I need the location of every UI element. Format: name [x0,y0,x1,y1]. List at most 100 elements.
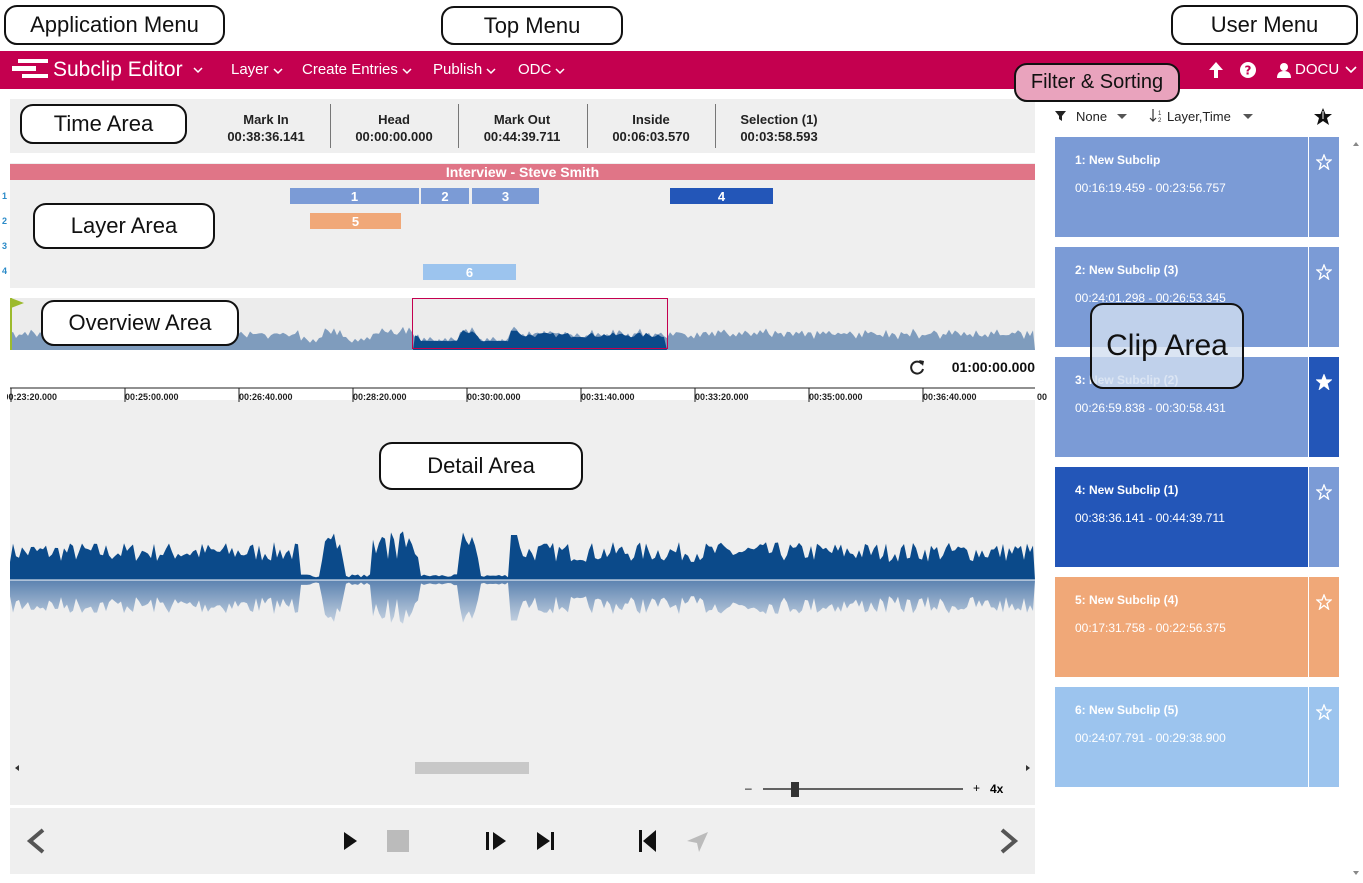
layer-clip[interactable]: 1 [290,188,419,204]
clip-star-column[interactable] [1308,577,1339,677]
upload-icon[interactable] [1206,60,1226,80]
clip-title: 4: New Subclip (1) [1075,483,1179,497]
time-field-label: Inside [632,112,670,127]
step-bar [486,832,489,850]
ruler-tick-label: 00:31:40.000 [581,392,635,402]
ruler-tick-label: 00:38:20.000 [1037,392,1047,402]
prev-button[interactable] [26,828,45,854]
user-icon [1277,63,1291,78]
time-field-label: Mark In [243,112,289,127]
layer-clip[interactable]: 2 [421,188,469,204]
svg-text:?: ? [1245,64,1252,78]
top-menu-item[interactable]: ODC [518,61,567,78]
clip-card[interactable]: 1: New Subclip 00:16:19.459 - 00:23:56.75… [1055,137,1339,237]
time-field-label: Head [378,112,410,127]
callout-detail-area: Detail Area [379,442,583,490]
play-button[interactable] [344,832,357,850]
title-caret [193,67,203,74]
waveform-bottom [10,580,1035,624]
time-field: Inside 00:06:03.570 [587,111,715,145]
overview-flag [11,298,24,308]
clip-range: 00:16:19.459 - 00:23:56.757 [1075,181,1226,195]
start-button[interactable] [643,830,656,852]
clip-card[interactable]: 5: New Subclip (4) 00:17:31.758 - 00:22:5… [1055,577,1339,677]
clip-title: 5: New Subclip (4) [1075,593,1179,607]
ruler-tick-label: 00:26:40.000 [239,392,293,402]
time-separator [330,104,331,148]
waveform-top [10,531,1035,580]
time-field-value: 00:03:58.593 [740,129,818,144]
callout-user-menu: User Menu [1171,5,1358,45]
next-page-button[interactable] [1000,828,1019,854]
layer-clip[interactable]: 6 [423,264,516,280]
refresh-icon[interactable] [908,358,926,376]
top-menu-item[interactable]: Create Entries [302,61,414,78]
ruler-tick-label: 00:30:00.000 [467,392,521,402]
favorites-filter[interactable] [1313,107,1335,127]
clip-star[interactable] [1316,594,1332,610]
time-field-value: 00:44:39.711 [483,129,561,144]
zoom-minus[interactable]: – [745,781,752,795]
layer-clip[interactable]: 3 [472,188,539,204]
next-button[interactable] [537,832,550,850]
clip-star[interactable] [1316,264,1332,280]
clip-star[interactable] [1316,154,1332,170]
callout-clip-area: Clip Area [1090,303,1244,389]
overview-wave-selected [413,330,667,350]
user-menu[interactable]: DOCU [1295,61,1340,78]
clip-star-column[interactable] [1308,357,1339,457]
clip-star[interactable] [1316,374,1332,390]
callout-filter-sorting: Filter & Sorting [1014,63,1180,102]
step-button[interactable] [493,832,506,850]
time-field: Selection (1) 00:03:58.593 [715,111,843,145]
layer-clip[interactable]: 5 [310,213,401,229]
ruler-tick-label: 00:33:20.000 [695,392,749,402]
clip-title: 2: New Subclip (3) [1075,263,1179,277]
clip-card[interactable]: 6: New Subclip (5) 00:24:07.791 - 00:29:3… [1055,687,1339,787]
clip-star-column[interactable] [1308,137,1339,237]
clip-star-column[interactable] [1308,247,1339,347]
clip-scrollbar [1353,142,1359,875]
zoom-plus[interactable]: + [973,781,981,795]
time-field: Head 00:00:00.000 [330,111,458,145]
zoom-level: 4x [990,782,1004,796]
overview-viewport [412,298,668,349]
layer-row-label: 2 [2,216,8,226]
send-button[interactable] [687,832,708,852]
layer-row-label: 4 [2,266,8,276]
time-field-label: Selection (1) [740,112,818,127]
clip-card[interactable]: 4: New Subclip (1) 00:38:36.141 - 00:44:3… [1055,467,1339,567]
stop-button[interactable] [387,830,409,852]
help-icon[interactable]: ? [1238,60,1258,80]
zoom-slider[interactable] [760,780,970,798]
app-title[interactable]: Subclip Editor [53,58,183,81]
clip-star-column[interactable] [1308,467,1339,567]
menu-caret [402,68,412,75]
clip-title: 1: New Subclip [1075,153,1161,167]
top-menu-item[interactable]: Publish [433,61,498,78]
menu-caret [273,68,283,75]
svg-text:2: 2 [1158,118,1162,124]
time-separator [715,104,716,148]
clip-star-column[interactable] [1308,687,1339,787]
menu-caret [486,68,496,75]
callout-top-menu: Top Menu [441,6,623,45]
time-field: Mark In 00:38:36.141 [202,111,330,145]
svg-text:1: 1 [1158,111,1162,117]
filter-value[interactable]: None [1076,109,1108,124]
top-menu-item[interactable]: Layer [231,61,285,78]
clip-range: 00:24:07.791 - 00:29:38.900 [1075,731,1226,745]
callout-overview-area: Overview Area [41,300,239,346]
filter-caret [1117,114,1127,119]
ruler-tick-label: 00:23:20.000 [7,392,57,402]
user-caret [1345,66,1357,74]
sort-value[interactable]: Layer,Time [1167,109,1231,124]
clip-star[interactable] [1316,704,1332,720]
layer-clip[interactable]: 4 [670,188,773,204]
callout-time-area: Time Area [20,104,187,144]
callout-application-menu: Application Menu [4,5,225,45]
clip-range: 00:26:59.838 - 00:30:58.431 [1075,401,1226,415]
ruler-tick-label: 00:28:20.000 [353,392,407,402]
clip-star[interactable] [1316,484,1332,500]
